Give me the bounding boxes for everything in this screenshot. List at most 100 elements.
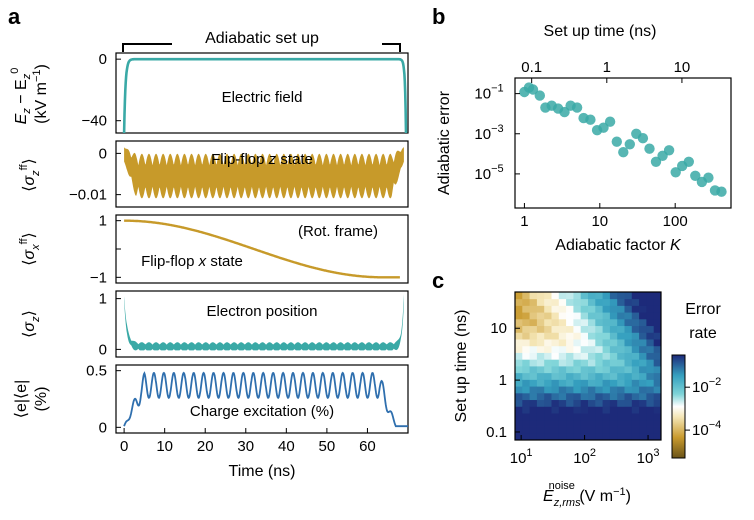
heatmap-cell <box>588 352 596 360</box>
xtick-label-a5: 20 <box>197 438 214 455</box>
heatmap-cell <box>544 345 552 353</box>
ytick-label-b: 10−5 <box>474 163 503 183</box>
heatmap-cell <box>515 406 523 414</box>
heatmap-cell <box>588 372 596 380</box>
heatmap-cell <box>631 386 640 394</box>
heatmap-cell <box>573 392 582 401</box>
heatmap-cell <box>536 359 545 367</box>
heatmap-cell <box>595 305 603 313</box>
heatmap-cell <box>580 406 589 414</box>
scatter-point <box>624 139 635 150</box>
heatmap-cell <box>631 379 640 387</box>
heatmap-cell <box>609 426 618 434</box>
heatmap-cell <box>536 318 545 327</box>
heatmap-cell <box>639 312 647 320</box>
heatmap-cell <box>558 392 567 401</box>
heatmap-cell <box>551 292 560 300</box>
top-xtick-label-b: 1 <box>603 59 611 76</box>
heatmap-cell <box>529 305 538 313</box>
heatmap-cell <box>602 359 611 367</box>
heatmap-cell <box>639 372 647 380</box>
heatmap-cell <box>544 433 552 441</box>
heatmap-cell <box>522 372 530 380</box>
heatmap-cell <box>624 413 633 421</box>
heatmap-cell <box>617 433 625 441</box>
heatmap-cell <box>551 359 560 367</box>
heatmap-cell <box>646 332 655 340</box>
xticks-a5: 0 10 20 30 40 50 60 <box>120 428 376 455</box>
heatmap-cell <box>522 359 530 367</box>
scatter-point <box>637 133 649 144</box>
heatmap-cell <box>631 366 640 374</box>
heatmap-cell <box>566 392 574 401</box>
heatmap-cell <box>544 318 552 327</box>
heatmap-cell <box>529 298 538 306</box>
ylabel-a4: ⟨σz⟩ <box>21 310 42 338</box>
heatmap-cell <box>551 379 560 387</box>
label-charge-excitation: Charge excitation (%) <box>190 403 334 420</box>
heatmap-cell <box>529 413 538 421</box>
heatmap-cell <box>573 359 582 367</box>
heatmap-cell <box>639 292 647 300</box>
heatmap-cell <box>646 379 655 387</box>
heatmap-cell <box>646 386 655 394</box>
heatmap-cell <box>588 366 596 374</box>
heatmap-cell <box>602 433 611 441</box>
ylabel-a1-unit: (kV m−1) <box>31 64 50 124</box>
heatmap-cell <box>544 379 552 387</box>
heatmap-cell <box>624 406 633 414</box>
heatmap-cell <box>522 379 530 387</box>
heatmap-cell <box>631 345 640 353</box>
heatmap-cell <box>529 345 538 353</box>
top-xlabel-b: Set up time (ns) <box>544 23 657 40</box>
heatmap-cell <box>566 292 574 300</box>
heatmap-cell <box>617 406 625 414</box>
heatmap-cell <box>529 399 538 407</box>
heatmap-cell <box>653 433 662 441</box>
heatmap-cell <box>566 298 574 306</box>
heatmap-cell <box>588 359 596 367</box>
ylabel-a2: ⟨σzff⟩ <box>18 158 42 192</box>
heatmap-cell <box>646 426 655 434</box>
xlabel-c: Ez,rmsnoise (V m−1) <box>543 480 631 509</box>
ytick-label-a1: −40 <box>82 113 107 130</box>
heatmap-cell <box>595 386 603 394</box>
heatmap-cell <box>588 386 596 394</box>
heatmap-cell <box>515 318 523 327</box>
heatmap-cell <box>595 413 603 421</box>
heatmap-cell <box>595 426 603 434</box>
heatmap-cell <box>602 312 611 320</box>
heatmap-cell <box>529 386 538 394</box>
heatmap-cell <box>602 419 611 427</box>
heatmap-cell <box>544 419 552 427</box>
panel-label-c: c <box>432 268 444 293</box>
heatmap-cell <box>624 298 633 306</box>
axes-a5 <box>115 364 409 434</box>
heatmap-cell <box>580 292 589 300</box>
heatmap-cell <box>580 339 589 347</box>
scatter-point <box>527 84 539 95</box>
heatmap-cell <box>653 325 662 333</box>
heatmap-cell <box>595 433 603 441</box>
heatmap-cell <box>551 312 560 320</box>
heatmap-cell <box>653 426 662 434</box>
heatmap-cell <box>609 298 618 306</box>
heatmap-cell <box>551 399 560 407</box>
heatmap-cell <box>653 312 662 320</box>
heatmap-cell <box>595 318 603 327</box>
heatmap-cell <box>536 399 545 407</box>
heatmap-cell <box>617 413 625 421</box>
heatmap-cell <box>522 345 530 353</box>
heatmap-cell <box>522 413 530 421</box>
heatmap-cell <box>566 318 574 327</box>
heatmap-cell <box>536 406 545 414</box>
heatmap-cell <box>653 339 662 347</box>
heatmap-cell <box>544 386 552 394</box>
chart-c-heatmap: 101 102 103 0.1 1 10 Set up time (ns) Ez,rms… <box>453 291 721 509</box>
heatmap-cell <box>588 318 596 327</box>
yticks-a2: 0 −0.01 <box>69 145 121 204</box>
heatmap-cell <box>595 332 603 340</box>
xtick-label-c: 101 <box>510 447 533 467</box>
heatmap-cell <box>529 359 538 367</box>
